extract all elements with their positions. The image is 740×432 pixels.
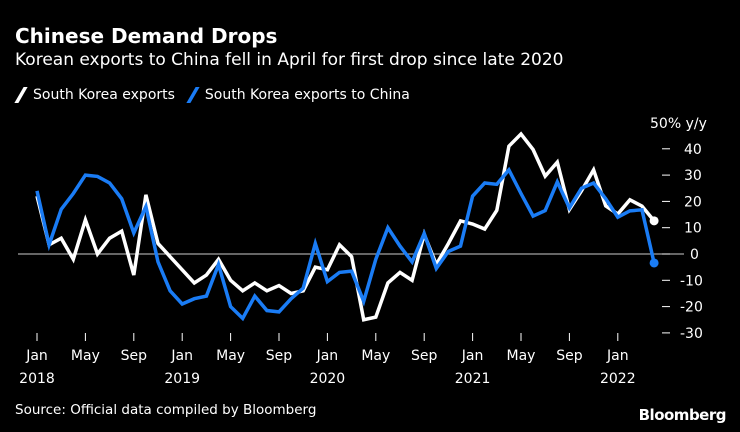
x-tick-label: May (507, 348, 536, 364)
chart-title: Chinese Demand Drops (15, 24, 278, 48)
x-tick-label: May (71, 348, 100, 364)
y-tick-label: -20 (680, 300, 703, 316)
x-tick-label: May (361, 348, 390, 364)
x-tick-label: Jan (606, 348, 629, 364)
series-line-exports-to-china (35, 166, 656, 322)
y-tick-label: 10 (684, 221, 702, 237)
y-tick-label: 30 (684, 168, 702, 184)
x-tick-label: Jan (170, 348, 193, 364)
legend: South Korea exports South Korea exports … (14, 87, 422, 103)
legend-label: South Korea exports (33, 87, 175, 103)
x-tick-label: Jan (25, 348, 48, 364)
x-tick-label: Sep (121, 348, 148, 364)
x-tick-year: 2021 (455, 371, 491, 387)
bloomberg-logo: Bloomberg (638, 406, 727, 424)
series-endpoint (649, 258, 659, 268)
legend-label: South Korea exports to China (204, 87, 410, 103)
series-endpoint (649, 216, 659, 226)
x-tick-label: Jan (316, 348, 339, 364)
x-tick-year: 2020 (310, 371, 346, 387)
source-note: Source: Official data compiled by Bloomb… (15, 402, 317, 418)
chart-subtitle: Korean exports to China fell in April fo… (15, 50, 564, 70)
y-tick-label: 40 (684, 142, 702, 158)
x-tick-year: 2018 (19, 371, 55, 387)
x-tick-year: 2022 (600, 371, 636, 387)
legend-item-exports: South Korea exports (14, 87, 175, 103)
x-tick-label: May (216, 348, 245, 364)
x-tick-label: Sep (411, 348, 438, 364)
x-tick-label: Sep (556, 348, 583, 364)
x-tick-year: 2019 (164, 371, 200, 387)
y-tick-label: 20 (684, 194, 702, 210)
series-line-exports (35, 131, 656, 322)
x-tick-label: Jan (461, 348, 484, 364)
y-tick-label: -10 (680, 273, 703, 289)
legend-item-exports-china: South Korea exports to China (186, 87, 410, 103)
y-tick-label: -30 (680, 326, 703, 342)
y-axis-label: 50% y/y (650, 116, 707, 132)
y-tick-label: 0 (690, 247, 699, 263)
x-tick-label: Sep (266, 348, 293, 364)
